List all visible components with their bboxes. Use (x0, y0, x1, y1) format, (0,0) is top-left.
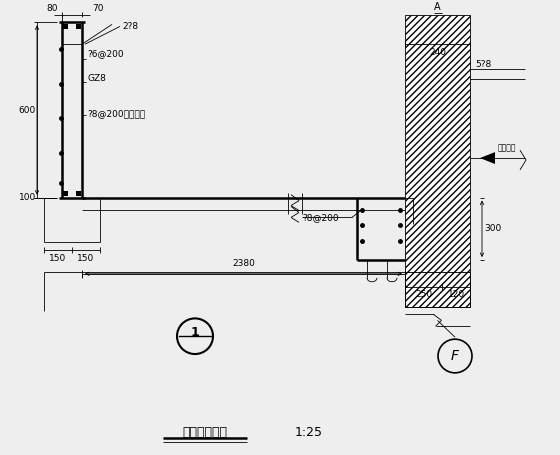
Text: 150: 150 (49, 253, 67, 263)
Text: GZ8: GZ8 (87, 74, 106, 83)
Polygon shape (480, 152, 495, 164)
Text: 5?8: 5?8 (475, 60, 491, 69)
Bar (76, 25, 81, 30)
Text: 1:25: 1:25 (295, 426, 323, 439)
Text: 雨篷栏板做法: 雨篷栏板做法 (183, 426, 227, 439)
Bar (405, 272, 470, 307)
Bar (63, 191, 68, 196)
Text: 70: 70 (92, 4, 104, 13)
Text: A: A (434, 1, 441, 11)
Bar (405, 15, 470, 272)
Text: F: F (451, 349, 459, 363)
Text: ?8@200截筋锚乾: ?8@200截筋锚乾 (87, 109, 145, 118)
Text: 250: 250 (415, 290, 432, 299)
Bar (63, 25, 68, 30)
Text: 120: 120 (447, 290, 465, 299)
Text: 装层标高: 装层标高 (498, 144, 516, 152)
Text: 600: 600 (18, 106, 36, 115)
Text: 80: 80 (46, 4, 58, 13)
Bar (76, 191, 81, 196)
Text: 100: 100 (18, 193, 36, 202)
Text: 1: 1 (190, 326, 199, 339)
Text: 150: 150 (77, 253, 95, 263)
Text: ?6@200: ?6@200 (87, 50, 124, 59)
Text: 240: 240 (429, 48, 446, 56)
Text: ?8@200: ?8@200 (302, 213, 339, 222)
Text: 300: 300 (484, 224, 501, 233)
Text: 2?8: 2?8 (122, 22, 138, 31)
Text: 2380: 2380 (232, 259, 255, 268)
